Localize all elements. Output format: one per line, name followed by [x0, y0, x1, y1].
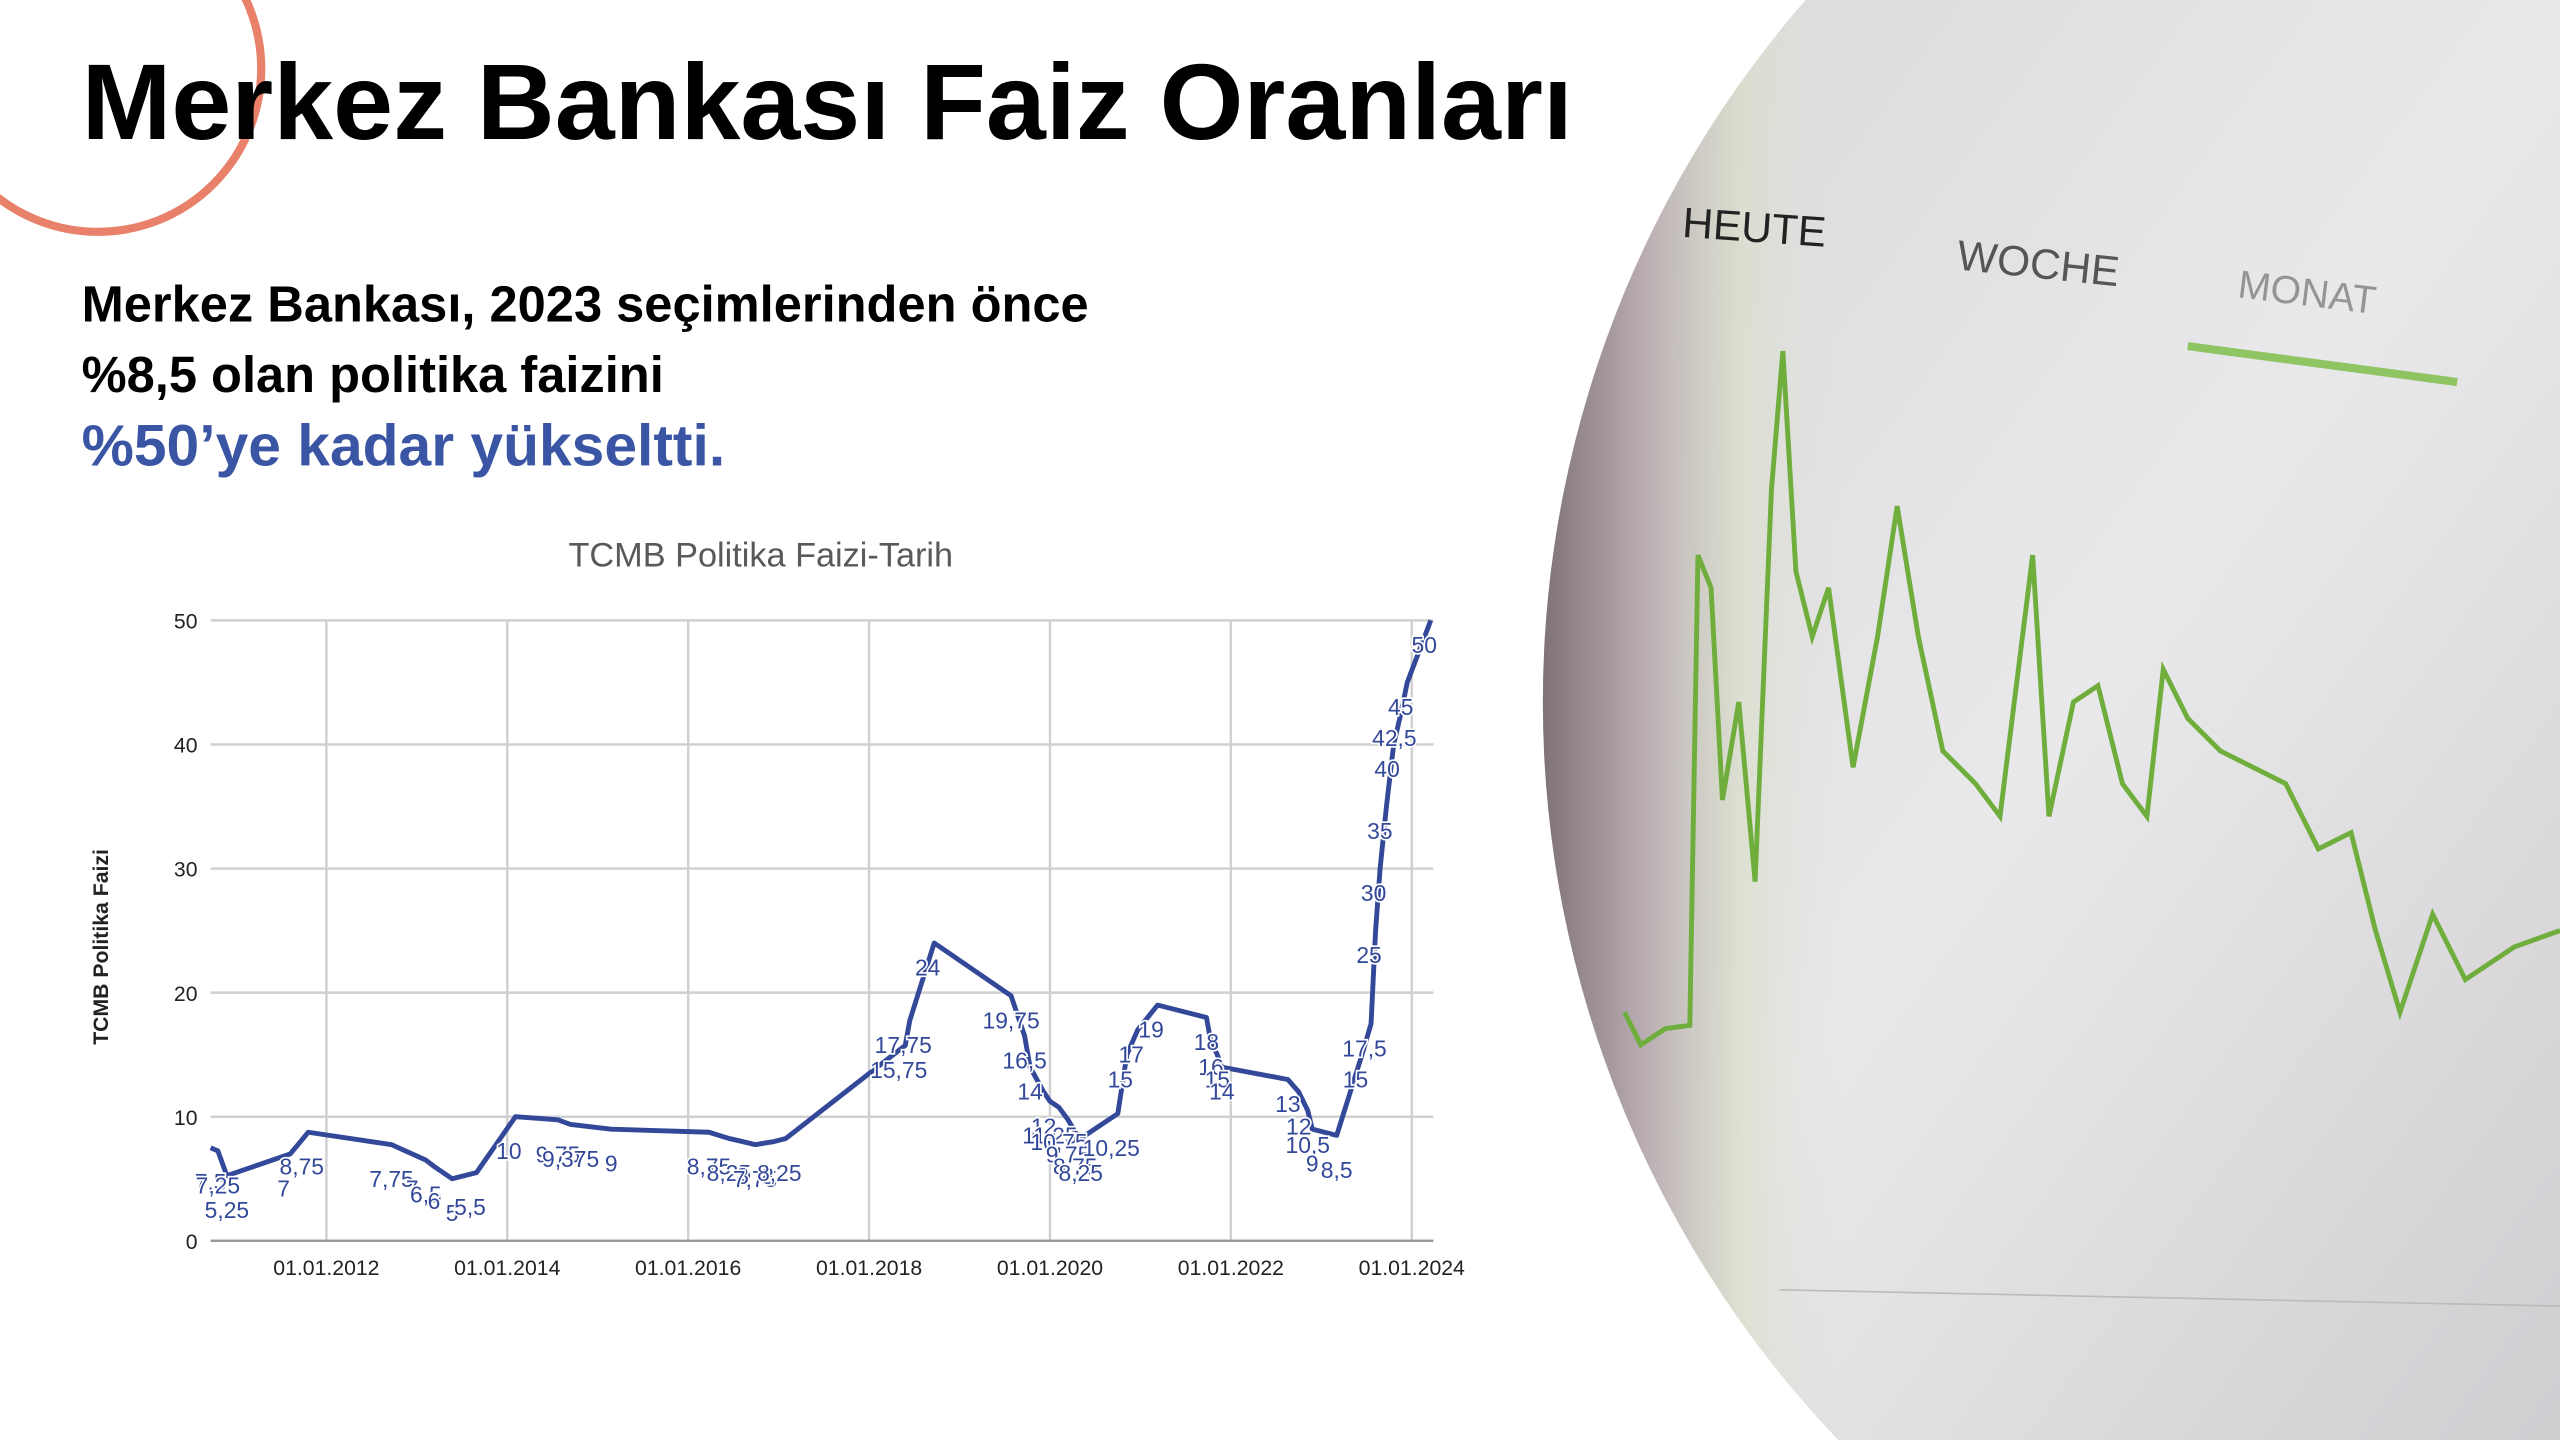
- slide-title: Merkez Bankası Faiz Oranları: [82, 41, 1573, 162]
- data-label: 8,75: [280, 1154, 324, 1180]
- data-label: 35: [1367, 818, 1392, 844]
- photo-label: HEUTE: [1681, 199, 1828, 256]
- data-label: 8,75: [687, 1154, 731, 1180]
- data-label: 15: [1108, 1066, 1133, 1092]
- data-label: 8,5: [1321, 1157, 1353, 1183]
- data-label: 7: [277, 1175, 290, 1201]
- data-label: 18: [1194, 1029, 1219, 1055]
- data-label: 15,75: [870, 1057, 927, 1083]
- subtitle-highlight: %50’ye kadar yükseltti.: [82, 413, 726, 478]
- data-label: 8,25: [707, 1160, 751, 1186]
- rate-line: [209, 619, 1434, 1182]
- data-label: 24: [915, 955, 941, 981]
- data-label: 25: [1356, 942, 1381, 968]
- data-label: 16: [1198, 1054, 1223, 1080]
- data-label: 5,25: [205, 1197, 249, 1223]
- data-label: 14: [1017, 1079, 1043, 1105]
- data-label: 8,25: [1058, 1160, 1102, 1186]
- data-label: 40: [1374, 756, 1399, 782]
- data-label: 50: [1412, 632, 1437, 658]
- data-label: 5: [446, 1200, 459, 1226]
- data-label: 8: [761, 1163, 774, 1189]
- x-tick-label: 01.01.2024: [1359, 1257, 1465, 1280]
- photo: [1542, 0, 2560, 1440]
- data-label: 15: [1205, 1066, 1230, 1092]
- x-tick-label: 01.01.2018: [816, 1257, 922, 1280]
- data-label: 8,75: [1053, 1154, 1097, 1180]
- data-label: 10,75: [1030, 1129, 1087, 1155]
- data-label: 17: [1118, 1042, 1143, 1068]
- data-label: 11,25: [1022, 1123, 1077, 1149]
- data-label: 42,5: [1372, 725, 1416, 751]
- y-tick-label: 50: [174, 611, 198, 634]
- data-label: 7,5: [195, 1169, 227, 1195]
- data-label: 10,25: [1083, 1135, 1140, 1161]
- data-label: 9: [1306, 1151, 1319, 1177]
- chart-title: TCMB Politika Faizi-Tarih: [569, 537, 954, 575]
- x-tick-label: 01.01.2020: [997, 1257, 1103, 1280]
- x-tick-label: 01.01.2022: [1178, 1257, 1284, 1280]
- data-label: 9,375: [542, 1146, 599, 1172]
- y-tick-label: 20: [174, 983, 198, 1006]
- y-tick-label: 40: [174, 735, 198, 758]
- data-label: 30: [1361, 880, 1386, 906]
- data-label: 17,75: [875, 1032, 932, 1058]
- data-label: 9,75: [536, 1141, 580, 1167]
- data-label: 14: [1209, 1079, 1235, 1105]
- data-label: 10: [496, 1138, 521, 1164]
- data-label: 45: [1388, 694, 1413, 720]
- subtitle: %8,5 olan politika faizini: [82, 346, 664, 403]
- y-tick-label: 10: [174, 1107, 198, 1130]
- x-tick-label: 01.01.2014: [454, 1257, 560, 1280]
- data-label: 7,25: [196, 1172, 240, 1198]
- data-label: 17,5: [1342, 1035, 1386, 1061]
- data-label: 12: [1286, 1113, 1311, 1139]
- data-label: 15: [1343, 1066, 1368, 1092]
- data-label: 6,5: [410, 1182, 442, 1208]
- data-label: 9: [605, 1151, 618, 1177]
- data-label: 12: [1031, 1113, 1056, 1139]
- data-label: 16,5: [1002, 1048, 1046, 1074]
- data-label: 19,75: [982, 1007, 1039, 1033]
- decor-circle: [0, 0, 266, 236]
- data-label: 9,75: [1046, 1141, 1090, 1167]
- plot: 0 10 20 30 40 50 01.01.2012 01.01.2014 01.01.201…: [174, 611, 1465, 1281]
- y-tick-label: 0: [186, 1231, 198, 1254]
- data-label: 13: [1275, 1091, 1300, 1117]
- data-label: 8: [736, 1163, 749, 1189]
- data-label: 19: [1138, 1017, 1163, 1043]
- x-tick-label: 01.01.2016: [635, 1257, 741, 1280]
- data-label: 8,25: [757, 1160, 801, 1186]
- y-axis-label: TCMB Politika Faizi: [90, 849, 113, 1045]
- data-label: 6: [428, 1188, 441, 1214]
- data-label: 7,75: [733, 1166, 777, 1192]
- data-label: 10,5: [1286, 1132, 1330, 1158]
- data-label: 7: [406, 1175, 419, 1201]
- subtitle: Merkez Bankası, 2023 seçimlerinden önce: [82, 276, 1089, 333]
- y-tick-label: 30: [174, 859, 198, 882]
- x-tick-label: 01.01.2012: [273, 1257, 379, 1280]
- data-label: 7,75: [369, 1166, 413, 1192]
- data-label: 5,5: [454, 1194, 486, 1220]
